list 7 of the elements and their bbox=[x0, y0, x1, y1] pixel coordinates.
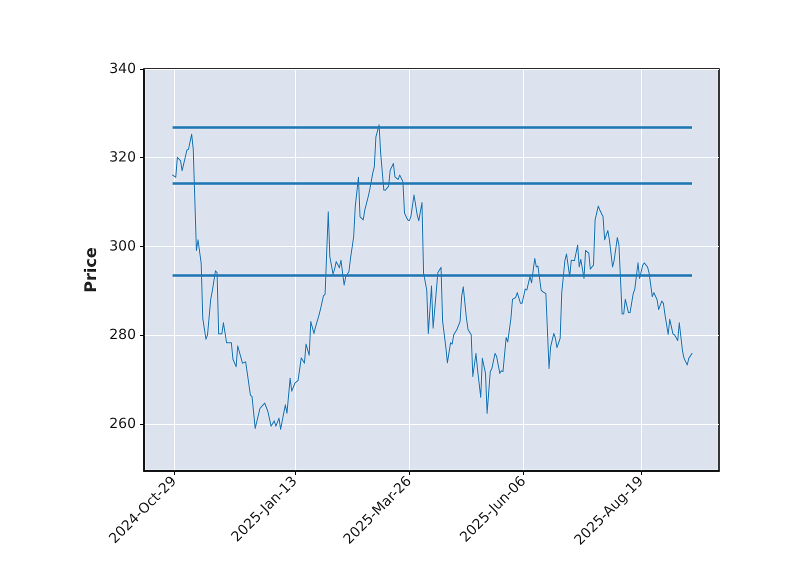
line-series bbox=[172, 124, 692, 430]
y-tick-label: 340 bbox=[109, 61, 136, 77]
y-tick-label: 300 bbox=[109, 238, 136, 254]
y-tick-label: 320 bbox=[109, 150, 136, 166]
y-tick-label: 260 bbox=[109, 416, 136, 432]
y-tick-label: 280 bbox=[109, 327, 136, 344]
y-axis-title: Price bbox=[80, 247, 100, 293]
